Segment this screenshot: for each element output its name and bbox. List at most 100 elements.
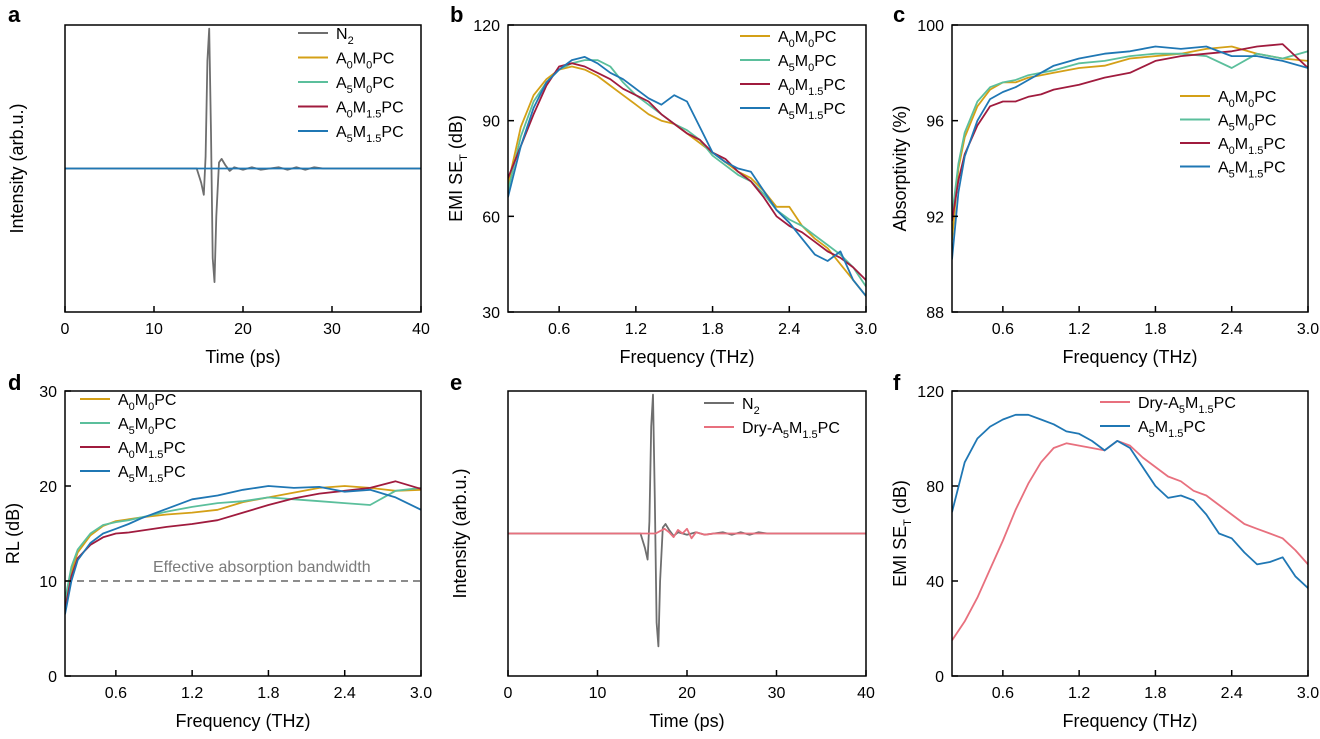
legend-entry-part: 0 <box>1229 145 1235 157</box>
legend-entry-part: M <box>1155 419 1168 436</box>
legend-entry-part: M <box>1235 89 1248 106</box>
legend-entry-part: 1.5 <box>808 110 823 122</box>
legend-entry-part: 1.5 <box>366 109 381 121</box>
x-tick-label: 1.8 <box>1144 685 1166 702</box>
series-line-A5M0PC <box>508 59 866 288</box>
legend-entry-part: PC <box>814 53 836 70</box>
legend-entry-part: M <box>135 416 148 433</box>
x-tick-label: 40 <box>412 321 430 338</box>
legend-entry-part: A <box>1138 419 1149 436</box>
legend-entry-part: 5 <box>1179 404 1185 416</box>
x-axis-label: Frequency (THz) <box>1062 711 1197 731</box>
legend-entry-part: M <box>795 29 808 46</box>
legend-entry-part: 5 <box>347 133 353 145</box>
legend-entry: Dry-A5M1.5PC <box>1138 395 1236 416</box>
y-axis-label-part: (dB) <box>890 480 910 519</box>
x-tick-label: 1.2 <box>1068 321 1090 338</box>
legend-entry: A0M1.5PC <box>1218 136 1286 157</box>
x-tick-label: 2.4 <box>778 321 800 338</box>
legend-entry-part: PC <box>823 77 845 94</box>
panel-letter: d <box>8 370 21 395</box>
legend-entry-part: 0 <box>808 38 814 50</box>
y-axis-label-part: (dB) <box>446 115 466 154</box>
x-tick-label: 1.2 <box>181 685 203 702</box>
legend-entry: Dry-A5M1.5PC <box>742 420 840 441</box>
legend-entry-part: 5 <box>129 425 135 437</box>
y-tick-label: 120 <box>917 384 944 401</box>
y-tick-label: 10 <box>39 574 57 591</box>
annotation-text: Effective absorption bandwidth <box>153 559 371 576</box>
y-axis-label-part: T <box>902 519 914 526</box>
legend-entry-part: N <box>336 26 348 43</box>
x-tick-label: 20 <box>234 321 252 338</box>
legend-entry-part: M <box>135 440 148 457</box>
legend-entry-part: 0 <box>808 62 814 74</box>
legend-entry: A0M0PC <box>336 51 394 72</box>
panel-letter: a <box>8 2 21 27</box>
series-line-A0M1.5PC <box>952 43 1308 222</box>
legend-entry-part: M <box>795 53 808 70</box>
series-group <box>508 393 866 648</box>
series-group <box>508 56 866 297</box>
series-line-A5M1.5PC <box>65 485 421 615</box>
legend-entry-part: 0 <box>148 425 154 437</box>
x-tick-label: 0 <box>61 321 70 338</box>
x-tick-label: 0.6 <box>992 685 1014 702</box>
legend-entry: A5M1.5PC <box>336 124 404 145</box>
legend-entry-part: A <box>1218 89 1229 106</box>
legend-entry: A0M1.5PC <box>336 100 404 121</box>
x-axis-label: Frequency (THz) <box>619 347 754 367</box>
x-axis-label: Frequency (THz) <box>175 711 310 731</box>
series-line-A5M1.5PC <box>952 413 1308 589</box>
series-group <box>65 27 421 283</box>
legend-entry-part: 0 <box>347 109 353 121</box>
panel-b: b 0.6 1.2 1.8 2.4 3.0 30 60 90 120 Frequency (THz)… <box>446 2 877 367</box>
y-axis-label-part: EMI SE <box>890 526 910 587</box>
legend-entry: A0M0PC <box>1218 89 1276 110</box>
x-tick-label: 1.8 <box>701 321 723 338</box>
legend-entry-part: 5 <box>783 429 789 441</box>
x-tick-label: 1.2 <box>1068 685 1090 702</box>
y-tick-label: 0 <box>48 669 57 686</box>
series-line-A0M0PC <box>65 485 421 605</box>
legend-entry-part: PC <box>163 440 185 457</box>
x-tick-label: 3.0 <box>855 321 877 338</box>
legend-entry-part: M <box>1185 395 1198 412</box>
legend-entry: A5M1.5PC <box>1138 419 1206 440</box>
legend-entry-part: A <box>336 124 347 141</box>
legend-entry-part: 0 <box>1248 98 1254 110</box>
legend-entry-part: 5 <box>1229 169 1235 181</box>
legend-entry-part: 2 <box>754 405 760 417</box>
legend-entry-part: A <box>118 464 129 481</box>
legend-entry-part: PC <box>154 416 176 433</box>
panel-letter: f <box>893 370 901 395</box>
legend-entry: A0M0PC <box>118 392 176 413</box>
legend-entry-part: PC <box>1263 160 1285 177</box>
legend-entry-part: 0 <box>366 84 372 96</box>
legend-entry-part: 1.5 <box>808 86 823 98</box>
legend-entry-part: M <box>795 77 808 94</box>
legend-entry: A0M0PC <box>778 29 836 50</box>
panel-letter: c <box>893 2 905 27</box>
legend-entry-part: PC <box>1214 395 1236 412</box>
legend-entry-part: A <box>336 51 347 68</box>
x-tick-label: 1.2 <box>625 321 647 338</box>
plot-frame <box>64 390 422 677</box>
legend-entry-part: Dry-A <box>1138 395 1179 412</box>
legend-entry-part: A <box>336 75 347 92</box>
y-axis-label: EMI SET (dB) <box>890 480 914 587</box>
x-tick-label: 2.4 <box>334 685 356 702</box>
legend-entry-part: M <box>135 392 148 409</box>
legend-entry-part: M <box>1235 113 1248 130</box>
legend-entry-part: PC <box>154 392 176 409</box>
y-axis-label: Intensity (arb.u.) <box>7 103 27 233</box>
legend-entry-part: A <box>1218 160 1229 177</box>
legend-entry-part: M <box>353 51 366 68</box>
series-line-Dry-A5M1.5PC <box>508 527 866 540</box>
y-tick-label: 30 <box>39 384 57 401</box>
series-line-A5M0PC <box>65 487 421 601</box>
x-tick-label: 3.0 <box>1297 685 1319 702</box>
legend-entry-part: PC <box>372 75 394 92</box>
